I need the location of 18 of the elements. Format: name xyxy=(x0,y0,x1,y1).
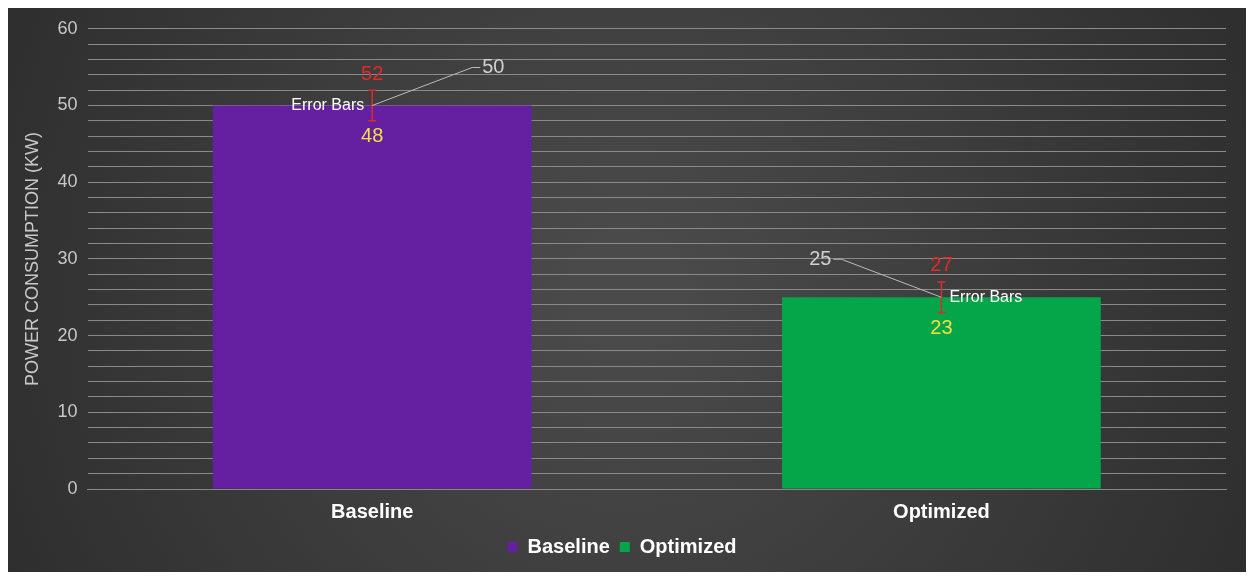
annotation: Error Bars xyxy=(291,95,365,113)
y-tick-label: 20 xyxy=(57,324,78,345)
data-label: 25 xyxy=(809,246,832,269)
y-tick-label: 40 xyxy=(57,171,78,192)
y-tick-label: 10 xyxy=(57,401,78,422)
y-axis-title: POWER CONSUMPTION (KW) xyxy=(21,131,42,386)
legend-label: Baseline xyxy=(527,534,610,557)
annotation: 52 xyxy=(361,61,384,84)
annotation: Error Bars xyxy=(949,287,1023,305)
legend-label: Optimized xyxy=(639,534,737,557)
y-tick-label: 30 xyxy=(57,247,78,268)
annotation: 27 xyxy=(930,253,953,276)
annotation: 23 xyxy=(930,316,953,339)
data-label: 50 xyxy=(482,55,505,78)
y-tick-label: 0 xyxy=(67,477,78,498)
annotation: 48 xyxy=(361,124,384,147)
y-tick-label: 50 xyxy=(57,94,78,115)
y-tick-label: 60 xyxy=(57,17,78,38)
